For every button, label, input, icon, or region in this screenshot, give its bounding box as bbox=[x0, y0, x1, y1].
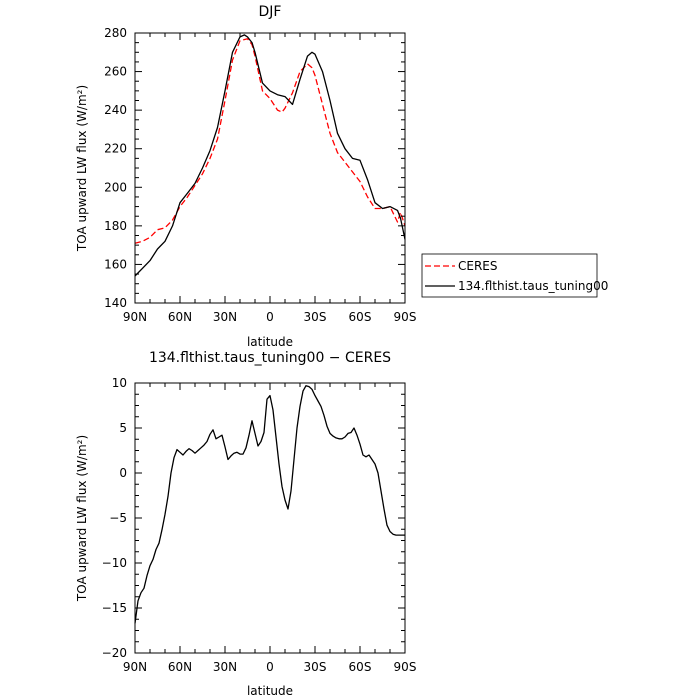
top-y-tick-label: 180 bbox=[104, 219, 127, 233]
top-x-tick-label: 30N bbox=[213, 310, 237, 324]
top-series-lines bbox=[134, 34, 406, 277]
top-x-tick-label: 60S bbox=[349, 310, 372, 324]
legend-label-ceres: CERES bbox=[458, 259, 498, 273]
bottom-y-tick-label: −15 bbox=[102, 601, 127, 615]
bottom-y-tick-label: −5 bbox=[109, 511, 127, 525]
bottom-y-tick-label: −20 bbox=[102, 646, 127, 660]
top-plot-frame bbox=[134, 32, 406, 304]
legend: CERES 134.flthist.taus_tuning00 bbox=[421, 253, 608, 298]
bottom-x-tick-label: 90N bbox=[123, 660, 147, 674]
top-panel: DJF 90N 60N 30N 0 30S 60S 90S 140 160 180 200 220 24… bbox=[75, 4, 608, 349]
top-x-axis-label: latitude bbox=[247, 335, 293, 349]
bottom-y-tick-label: 0 bbox=[119, 466, 127, 480]
top-series-line-1 bbox=[134, 34, 406, 277]
bottom-x-tick-label: 90S bbox=[394, 660, 417, 674]
bottom-y-tick-label: 5 bbox=[119, 421, 127, 435]
top-y-axis-label: TOA upward LW flux (W/m²) bbox=[75, 85, 89, 252]
bottom-y-axis-label: TOA upward LW flux (W/m²) bbox=[75, 435, 89, 602]
top-y-tick-label: 220 bbox=[104, 142, 127, 156]
top-x-tick-label: 60N bbox=[168, 310, 192, 324]
bottom-tick-labels: 90N 60N 30N 0 30S 60S 90S −20 −15 −10 −5 0 5 10 bbox=[102, 376, 417, 674]
bottom-series-lines bbox=[134, 385, 405, 624]
top-tick-labels: 90N 60N 30N 0 30S 60S 90S 140 160 180 200 220 240 260… bbox=[104, 26, 416, 324]
top-y-tick-label: 140 bbox=[104, 296, 127, 310]
bottom-x-tick-label: 60S bbox=[349, 660, 372, 674]
top-x-tick-label: 0 bbox=[266, 310, 274, 324]
legend-box bbox=[421, 253, 598, 298]
bottom-plot-title: 134.flthist.taus_tuning00 − CERES bbox=[149, 350, 391, 366]
bottom-series-line-0 bbox=[134, 385, 405, 624]
top-x-tick-label: 90N bbox=[123, 310, 147, 324]
top-series-line-0 bbox=[134, 38, 406, 244]
top-y-tick-label: 160 bbox=[104, 257, 127, 271]
top-plot-title: DJF bbox=[259, 4, 282, 20]
bottom-x-tick-label: 30N bbox=[213, 660, 237, 674]
bottom-x-tick-label: 30S bbox=[304, 660, 327, 674]
top-ticks bbox=[134, 32, 406, 304]
top-x-tick-label: 30S bbox=[304, 310, 327, 324]
top-y-tick-label: 260 bbox=[104, 65, 127, 79]
bottom-panel: 134.flthist.taus_tuning00 − CERES 90N 60N… bbox=[75, 350, 416, 698]
bottom-ticks bbox=[134, 382, 406, 654]
top-y-tick-label: 240 bbox=[104, 103, 127, 117]
top-x-tick-label: 90S bbox=[394, 310, 417, 324]
bottom-y-tick-label: 10 bbox=[112, 376, 127, 390]
top-y-tick-label: 280 bbox=[104, 26, 127, 40]
bottom-x-tick-label: 60N bbox=[168, 660, 192, 674]
bottom-y-tick-label: −10 bbox=[102, 556, 127, 570]
bottom-plot-frame bbox=[134, 382, 406, 654]
legend-label-model: 134.flthist.taus_tuning00 bbox=[458, 279, 608, 293]
top-y-tick-label: 200 bbox=[104, 180, 127, 194]
bottom-x-tick-label: 0 bbox=[266, 660, 274, 674]
bottom-x-axis-label: latitude bbox=[247, 684, 293, 698]
